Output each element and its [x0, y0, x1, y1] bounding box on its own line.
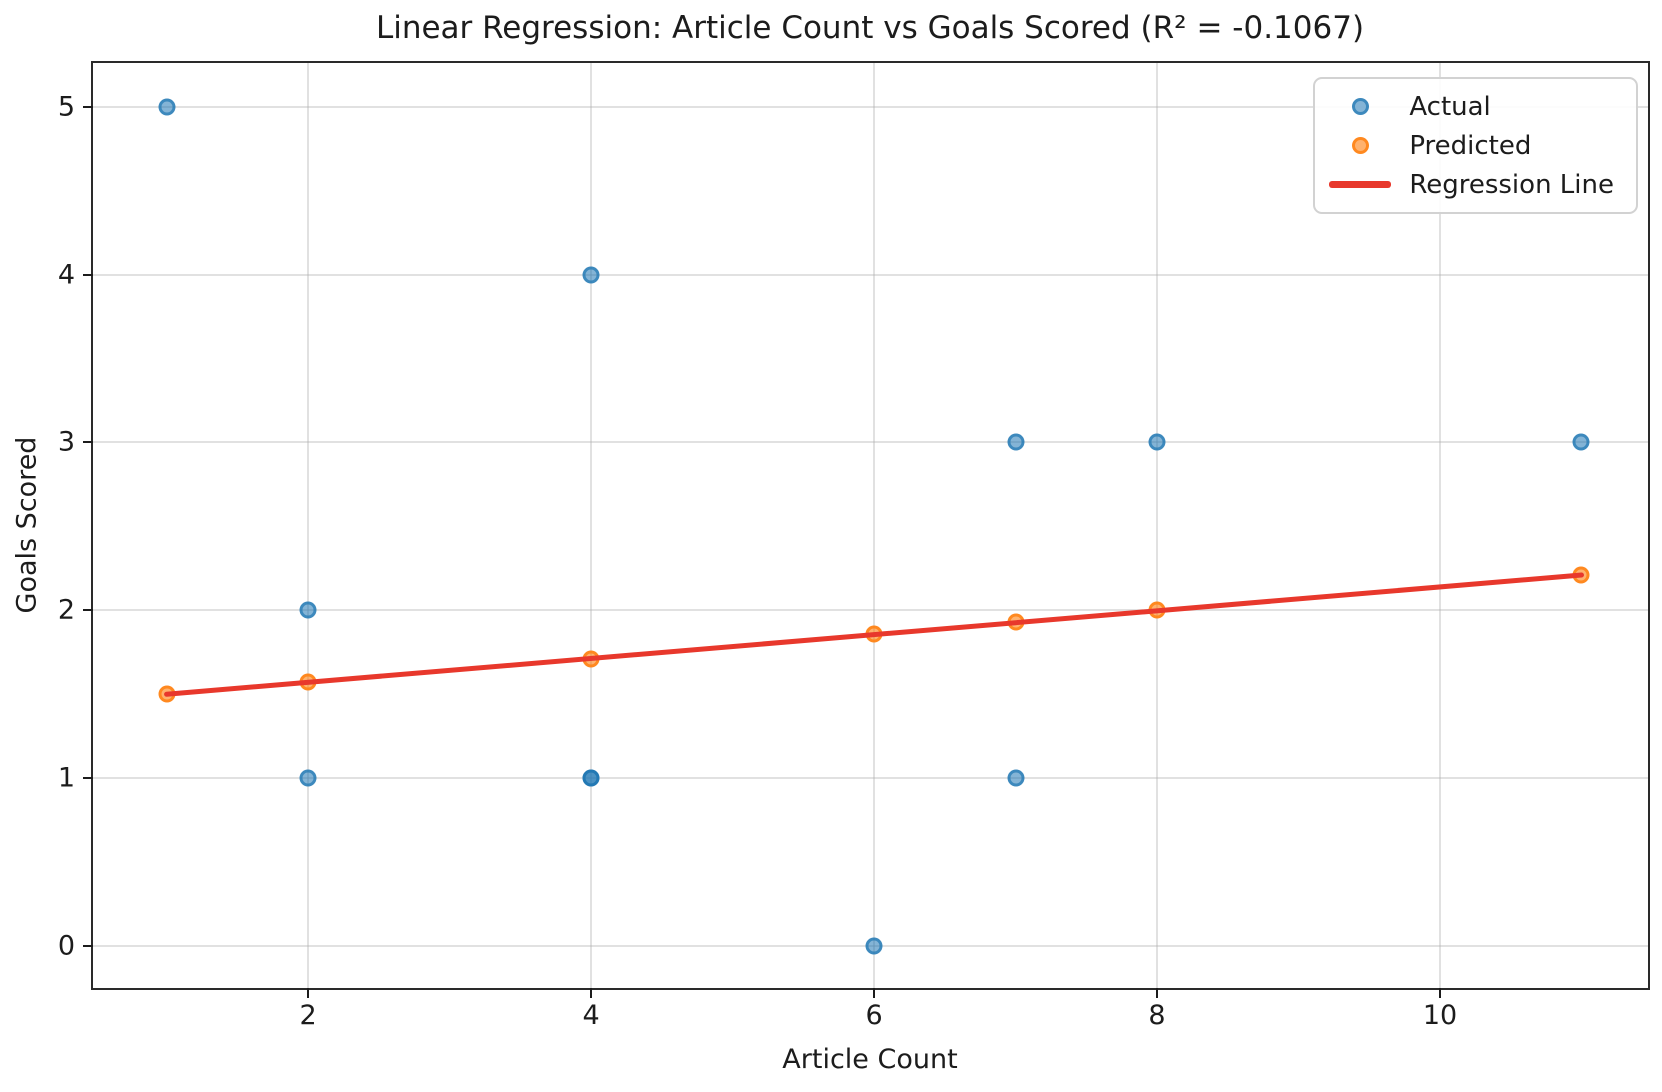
gridline-x-8	[1156, 63, 1159, 988]
x-tick-2	[307, 988, 310, 998]
actual-point-4-4-3	[582, 266, 600, 284]
gridline-y-5	[93, 105, 1648, 108]
y-tick-label-5: 5	[57, 91, 75, 123]
legend-label-actual: Actual	[1409, 91, 1491, 122]
y-tick-label-4: 4	[57, 259, 75, 291]
regression-line-layer	[164, 572, 1584, 697]
actual-point-6-0-6	[865, 937, 883, 955]
y-tick-4	[83, 273, 93, 276]
legend-label-predicted: Predicted	[1409, 130, 1532, 161]
regression-line-marker-icon	[1329, 181, 1392, 188]
gridline-y-4	[93, 273, 1648, 276]
actual-point-7-3-7	[1007, 433, 1025, 451]
y-tick-1	[83, 777, 93, 780]
plot-area: 5 4 3 2 1 0 10 8 6 4 2 Actual Predicted	[58, 61, 1650, 1029]
legend-label-regression-line: Regression Line	[1409, 169, 1614, 200]
gridline-y-2	[93, 609, 1648, 612]
x-tick-label-6: 6	[865, 1000, 883, 1031]
x-tick-label-2: 2	[299, 1000, 317, 1031]
y-tick-label-1: 1	[57, 762, 75, 794]
actual-point-1-5-0	[158, 98, 176, 116]
x-tick-6	[873, 988, 876, 998]
x-tick-8	[1156, 988, 1159, 998]
gridline-x-4	[590, 63, 593, 988]
gridline-x-2	[307, 63, 310, 988]
y-tick-2	[83, 609, 93, 612]
regression-line	[164, 572, 1584, 697]
y-tick-3	[83, 441, 93, 444]
legend-item-predicted: Predicted	[1329, 126, 1614, 165]
legend-item-regression-line: Regression Line	[1329, 165, 1614, 204]
gridline-x-6	[873, 63, 876, 988]
y-tick-label-3: 3	[57, 426, 75, 458]
gridline-y-3	[93, 441, 1648, 444]
legend: Actual Predicted Regression Line	[1313, 77, 1638, 214]
actual-point-11-3-10	[1572, 433, 1590, 451]
x-tick-label-8: 8	[1148, 1000, 1166, 1031]
x-axis-label: Article Count	[782, 1044, 958, 1075]
x-tick-label-4: 4	[582, 1000, 600, 1031]
y-tick-label-2: 2	[57, 594, 75, 626]
legend-item-actual: Actual	[1329, 87, 1614, 126]
actual-marker-icon	[1351, 98, 1369, 115]
actual-point-4-1-5	[582, 769, 600, 787]
gridline-y-1	[93, 777, 1648, 780]
x-tick-4	[590, 988, 593, 998]
y-tick-label-0: 0	[57, 930, 75, 962]
x-tick-label-10: 10	[1422, 1000, 1458, 1031]
y-axis-label: Goals Scored	[11, 436, 43, 614]
y-tick-5	[83, 105, 93, 108]
x-tick-10	[1439, 988, 1441, 998]
gridline-x-10	[1439, 63, 1441, 988]
chart-title: Linear Regression: Article Count vs Goal…	[375, 10, 1365, 46]
predicted-marker-icon	[1351, 137, 1369, 154]
actual-point-2-1-2	[299, 769, 317, 787]
actual-point-2-2-1	[299, 601, 317, 619]
actual-point-7-1-8	[1007, 769, 1025, 787]
y-tick-0	[83, 945, 93, 948]
actual-point-8-3-9	[1148, 433, 1166, 451]
